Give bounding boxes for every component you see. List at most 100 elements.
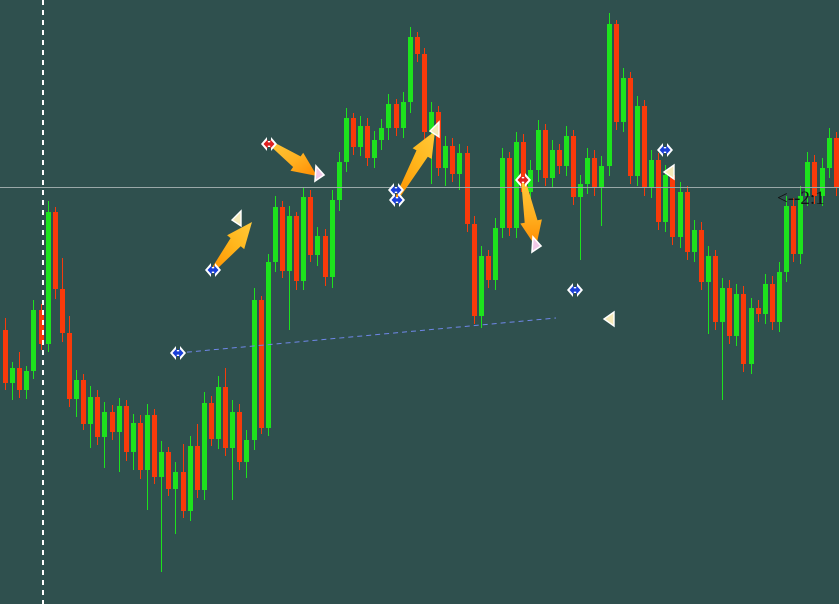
candle-body <box>315 236 320 255</box>
anchor-blue-5[interactable] <box>569 285 581 295</box>
candle-body <box>614 24 619 122</box>
arrow-up-2[interactable] <box>395 131 435 199</box>
candle-body <box>628 78 633 176</box>
candle-body <box>550 150 555 178</box>
candle-body <box>386 104 391 128</box>
candle-body <box>784 206 789 272</box>
candle-wick <box>175 462 176 534</box>
anchor-cream-4[interactable] <box>662 163 675 181</box>
candle-body <box>607 24 612 166</box>
candle-body <box>237 412 242 462</box>
candle-body <box>394 104 399 128</box>
candle-body <box>521 142 526 192</box>
candle-body <box>507 158 512 228</box>
candle-body <box>31 310 36 371</box>
candle-body <box>294 216 299 281</box>
anchor-cream-2[interactable] <box>428 120 440 139</box>
candle-body <box>486 256 491 280</box>
candle-body <box>713 256 718 322</box>
candle-body <box>358 126 363 147</box>
candle-body <box>323 236 328 277</box>
candle-body <box>188 446 193 511</box>
candle-body <box>514 142 519 228</box>
anchor-red-1[interactable] <box>263 139 275 149</box>
candle-body <box>166 452 171 489</box>
anchor-blue-1[interactable] <box>207 265 219 275</box>
anchor-markers[interactable] <box>170 120 675 360</box>
candle-body <box>10 368 15 383</box>
candle-body <box>621 78 626 122</box>
anchor-blue-4[interactable] <box>172 348 184 358</box>
candle-body <box>308 197 313 255</box>
candle-body <box>95 397 100 437</box>
candle-body <box>17 368 22 390</box>
candle-body <box>124 406 129 452</box>
candle-body <box>408 37 413 102</box>
candle-body <box>465 153 470 224</box>
candle-body <box>543 130 548 178</box>
candle-body <box>457 153 462 174</box>
candle-body <box>152 415 157 477</box>
candle-body <box>223 387 228 448</box>
candle-body <box>834 138 839 188</box>
candle-body <box>252 300 257 440</box>
candle-body <box>131 423 136 452</box>
candle-body <box>273 207 278 262</box>
candle-body <box>110 412 115 432</box>
candle-wick <box>161 441 162 572</box>
candle-body <box>741 294 746 364</box>
candle-body <box>585 158 590 184</box>
anchor-pink-2[interactable] <box>531 235 543 254</box>
blue-dashed-trendline[interactable] <box>177 317 557 354</box>
arrow-down-1[interactable] <box>267 140 317 176</box>
arrow-up-1[interactable] <box>211 222 252 272</box>
candle-body <box>678 192 683 237</box>
candle-body <box>117 406 122 432</box>
candle-body <box>195 446 200 490</box>
candle-body <box>820 168 825 196</box>
candle-body <box>770 284 775 322</box>
candle-body <box>173 472 178 489</box>
anchor-red-2[interactable] <box>517 175 529 185</box>
candle-body <box>3 330 8 383</box>
candle-body <box>53 212 58 289</box>
candle-body <box>528 170 533 192</box>
candle-body <box>685 192 690 252</box>
candle-wick <box>119 398 120 472</box>
candle-body <box>415 37 420 54</box>
candle-body <box>812 162 817 196</box>
candle-body <box>209 403 214 439</box>
candle-body <box>599 166 604 188</box>
candle-body <box>536 130 541 170</box>
arrow-annotations[interactable] <box>211 131 542 272</box>
candle-body <box>344 118 349 162</box>
candle-body <box>777 272 782 322</box>
candle-body <box>500 158 505 228</box>
candle-body <box>649 160 654 188</box>
candle-wick <box>601 156 602 226</box>
candle-body <box>39 310 44 344</box>
anchor-blue-6[interactable] <box>659 145 671 155</box>
candle-body <box>429 112 434 132</box>
candle-body <box>727 288 732 336</box>
candle-body <box>230 412 235 448</box>
candle-body <box>24 371 29 390</box>
arrow-down-2[interactable] <box>520 178 542 247</box>
anchor-cream-3[interactable] <box>602 310 615 328</box>
anchor-pink-1[interactable] <box>314 164 326 183</box>
candle-body <box>181 472 186 511</box>
candle-body <box>216 387 221 439</box>
anchor-blue-2[interactable] <box>390 185 402 195</box>
candle-body <box>74 380 79 399</box>
candle-body <box>692 230 697 252</box>
candle-body <box>571 136 576 197</box>
anchor-cream-1[interactable] <box>230 209 242 228</box>
candle-series <box>3 13 839 572</box>
candle-body <box>159 452 164 477</box>
anchor-blue-3[interactable] <box>391 195 403 205</box>
candle-body <box>280 207 285 271</box>
candle-body <box>670 175 675 237</box>
